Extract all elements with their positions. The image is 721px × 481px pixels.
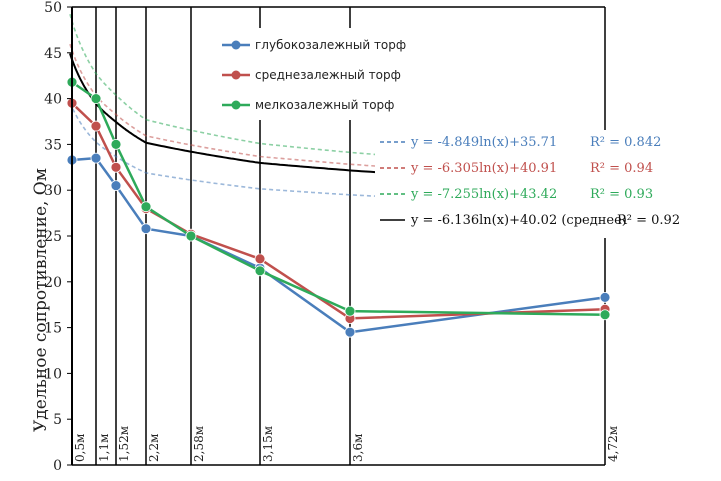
y-tick-label: 35 [44, 137, 62, 153]
data-point [255, 254, 265, 264]
y-tick-label: 10 [44, 366, 62, 382]
trendline-r2: R² = 0.93 [590, 187, 653, 202]
data-point [186, 231, 196, 241]
y-tick-label: 40 [44, 92, 62, 108]
data-point [600, 310, 610, 320]
x-tick-label: 4,72м [606, 426, 620, 462]
data-point [345, 306, 355, 316]
y-tick-label: 30 [44, 183, 62, 199]
x-tick-label: 2,58м [192, 426, 206, 462]
x-tick-label: 3,6м [351, 434, 365, 462]
legend-label: мелкозалежный торф [255, 98, 394, 112]
x-tick-label: 0,5м [73, 434, 87, 462]
x-tick-label: 2,2м [147, 434, 161, 462]
trendline-r2: R² = 0.94 [590, 161, 653, 176]
legend-marker [232, 41, 241, 50]
y-tick-label: 50 [44, 0, 62, 16]
data-point [111, 162, 121, 172]
y-tick-label: 5 [53, 412, 62, 428]
data-point [91, 94, 101, 104]
x-tick-label: 1,52м [117, 426, 131, 462]
data-point [600, 292, 610, 302]
x-tick-label: 1,1м [97, 434, 111, 462]
data-point [141, 202, 151, 212]
data-point [111, 181, 121, 191]
y-tick-label: 0 [53, 458, 62, 474]
legend-marker [232, 71, 241, 80]
data-point [91, 121, 101, 131]
legend-label: среднезалежный торф [255, 68, 401, 82]
data-point [91, 153, 101, 163]
legend-label: глубокозалежный торф [255, 38, 406, 52]
data-point [345, 327, 355, 337]
y-tick-label: 15 [44, 321, 62, 337]
y-tick-label: 20 [44, 275, 62, 291]
trendline-r2: R² = 0.842 [590, 135, 661, 150]
legend-marker [232, 101, 241, 110]
trendline-r2: R² = 0.92 [617, 213, 680, 228]
y-tick-label: 45 [44, 46, 62, 62]
trendline-equation: y = -4.849ln(x)+35.71 [410, 135, 557, 150]
trendline-equations: y = -4.849ln(x)+35.71 R² = 0.842 y = -6.30… [375, 130, 711, 238]
legend: глубокозалежный торф среднезалежный торф м… [222, 28, 417, 120]
trendline-equation: y = -7.255ln(x)+43.42 [410, 187, 557, 202]
trendline-equation: y = -6.305ln(x)+40.91 [410, 161, 557, 176]
data-point [111, 139, 121, 149]
y-axis-label: Удельное сопротивление, Ом [31, 168, 51, 432]
data-point [141, 224, 151, 234]
x-tick-label: 3,15м [261, 426, 275, 462]
data-point [255, 266, 265, 276]
trendline-equation: y = -6.136ln(x)+40.02 (среднее) [410, 213, 627, 228]
y-tick-label: 25 [44, 229, 62, 245]
